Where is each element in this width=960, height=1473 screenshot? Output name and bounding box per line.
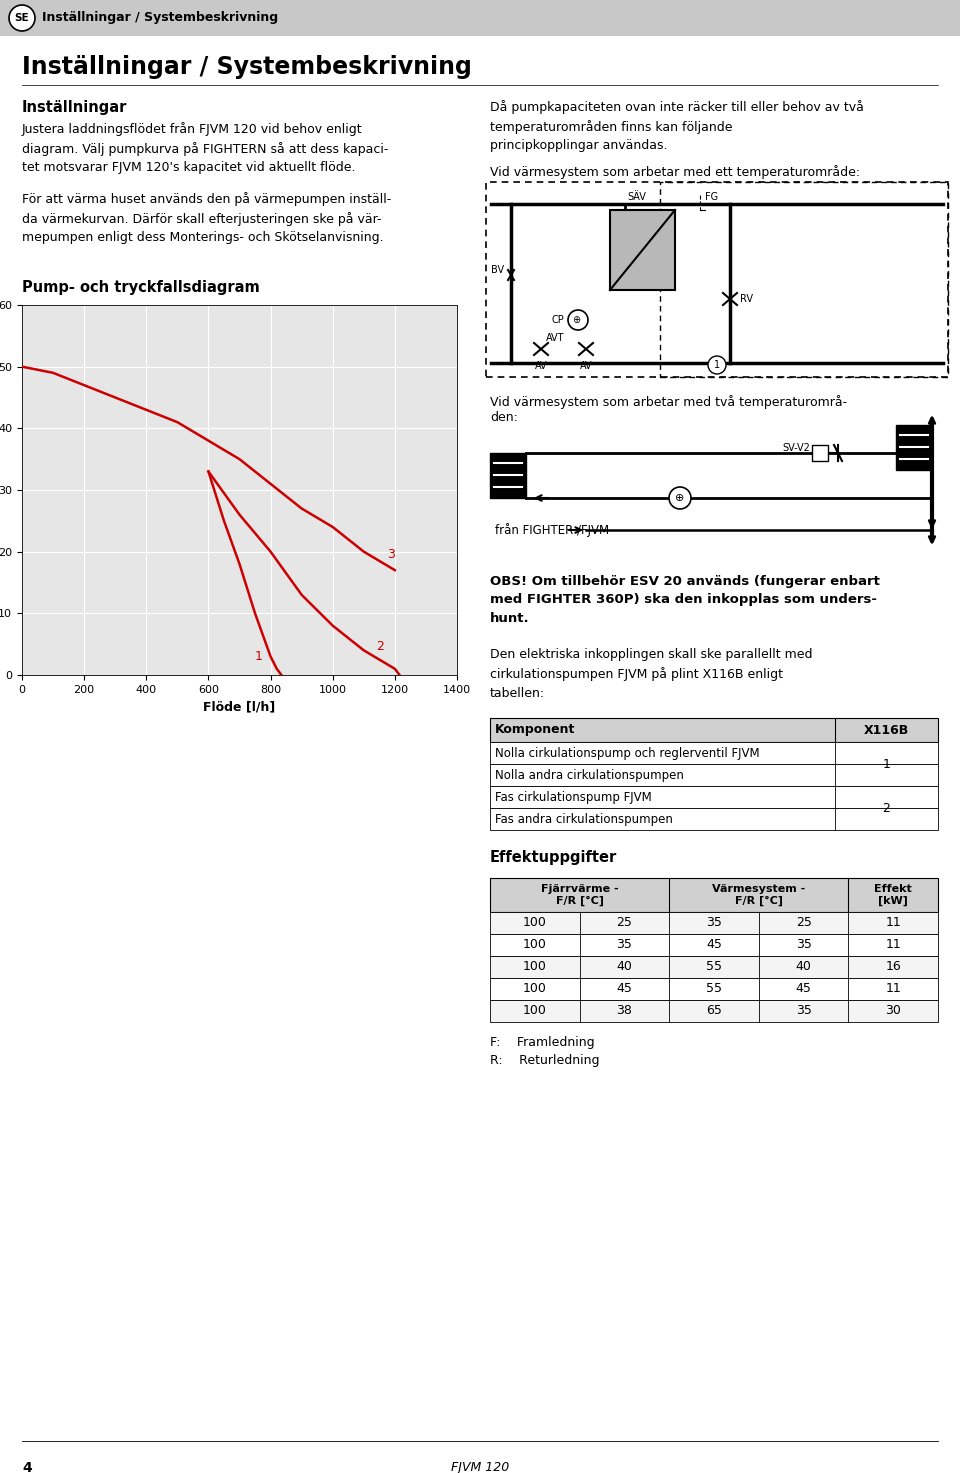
X-axis label: Flöde [l/h]: Flöde [l/h]	[204, 700, 276, 713]
Text: Fjärrvärme -
F/R [°C]: Fjärrvärme - F/R [°C]	[540, 884, 618, 906]
Bar	[490, 717, 938, 742]
Text: 45: 45	[706, 938, 722, 952]
Text: Värmesystem -
F/R [°C]: Värmesystem - F/R [°C]	[712, 884, 805, 906]
Bar	[486, 183, 948, 377]
Text: 100: 100	[523, 960, 547, 974]
Bar	[490, 934, 938, 956]
Text: 55: 55	[706, 982, 722, 996]
Text: 35: 35	[796, 938, 811, 952]
Text: 100: 100	[523, 982, 547, 996]
Text: 25: 25	[616, 916, 633, 929]
Bar	[490, 1000, 938, 1022]
Text: 1: 1	[882, 757, 891, 770]
Bar	[0, 0, 960, 35]
Text: 3: 3	[387, 548, 395, 561]
Text: 35: 35	[796, 1005, 811, 1018]
Text: Komponent: Komponent	[495, 723, 575, 736]
Text: För att värma huset används den på värmepumpen inställ-
da värmekurvan. Därför s: För att värma huset används den på värme…	[22, 191, 392, 245]
Text: 25: 25	[796, 916, 811, 929]
Text: 100: 100	[523, 1005, 547, 1018]
Bar	[490, 878, 938, 912]
Text: CP: CP	[551, 315, 564, 326]
Text: 1: 1	[714, 359, 720, 370]
Bar	[610, 211, 675, 290]
Text: ⊕: ⊕	[572, 315, 580, 326]
Bar	[490, 787, 938, 809]
Text: 1: 1	[255, 650, 263, 663]
Text: ⊕: ⊕	[675, 493, 684, 502]
Text: Inställningar: Inställningar	[22, 100, 128, 115]
Text: 30: 30	[885, 1005, 901, 1018]
Text: AV: AV	[535, 361, 547, 371]
Text: 11: 11	[885, 982, 901, 996]
Text: BV: BV	[491, 265, 504, 275]
Text: Inställningar / Systembeskrivning: Inställningar / Systembeskrivning	[42, 12, 278, 25]
Text: från FIGHTER /FJVM: från FIGHTER /FJVM	[495, 523, 610, 538]
Circle shape	[669, 488, 691, 510]
Text: 2: 2	[882, 801, 891, 815]
Text: Nolla andra cirkulationspumpen: Nolla andra cirkulationspumpen	[495, 769, 684, 782]
Bar	[660, 183, 948, 377]
Text: F:  Framledning: F: Framledning	[490, 1036, 594, 1049]
Text: 2: 2	[376, 641, 384, 654]
Text: 11: 11	[885, 916, 901, 929]
Text: FJVM 120: FJVM 120	[451, 1461, 509, 1473]
Text: X116B: X116B	[864, 723, 909, 736]
Text: Justera laddningsflödet från FJVM 120 vid behov enligt
diagram. Välj pumpkurva p: Justera laddningsflödet från FJVM 120 vi…	[22, 122, 389, 174]
Text: 11: 11	[885, 938, 901, 952]
Text: Vid värmesystem som arbetar med ett temperaturområde:: Vid värmesystem som arbetar med ett temp…	[490, 165, 860, 178]
Text: R:  Returledning: R: Returledning	[490, 1055, 599, 1066]
Text: 40: 40	[796, 960, 811, 974]
Text: FG: FG	[705, 191, 718, 202]
Circle shape	[9, 4, 35, 31]
Text: Den elektriska inkopplingen skall ske parallellt med
cirkulationspumpen FJVM på : Den elektriska inkopplingen skall ske pa…	[490, 648, 812, 700]
Text: 55: 55	[706, 960, 722, 974]
Text: Fas andra cirkulationspumpen: Fas andra cirkulationspumpen	[495, 813, 673, 825]
Text: SÄV: SÄV	[627, 191, 646, 202]
Bar	[812, 445, 828, 461]
Bar	[490, 809, 938, 829]
Text: 35: 35	[706, 916, 722, 929]
Text: SE: SE	[14, 13, 30, 24]
Text: 40: 40	[616, 960, 633, 974]
Bar	[896, 426, 932, 470]
Text: Inställningar / Systembeskrivning: Inställningar / Systembeskrivning	[22, 55, 472, 80]
Text: 4: 4	[22, 1461, 32, 1473]
Text: Effektuppgifter: Effektuppgifter	[490, 850, 617, 865]
Circle shape	[708, 356, 726, 374]
Text: Effekt
[kW]: Effekt [kW]	[875, 884, 912, 906]
Bar	[490, 912, 938, 934]
Bar	[490, 764, 938, 787]
Text: Vid värmesystem som arbetar med två temperaturområ-: Vid värmesystem som arbetar med två temp…	[490, 395, 847, 409]
Text: den:: den:	[490, 411, 517, 424]
Text: 45: 45	[796, 982, 811, 996]
Text: 45: 45	[616, 982, 633, 996]
Text: 100: 100	[523, 938, 547, 952]
Text: AVT: AVT	[545, 333, 564, 343]
Bar	[490, 978, 938, 1000]
Text: Nolla cirkulationspump och reglerventil FJVM: Nolla cirkulationspump och reglerventil …	[495, 747, 759, 760]
Text: RV: RV	[740, 295, 753, 303]
Text: OBS! Om tillbehör ESV 20 används (fungerar enbart
med FIGHTER 360P) ska den inko: OBS! Om tillbehör ESV 20 används (funger…	[490, 574, 880, 625]
Text: Fas cirkulationspump FJVM: Fas cirkulationspump FJVM	[495, 791, 652, 803]
Bar	[490, 956, 938, 978]
Text: 16: 16	[885, 960, 901, 974]
Text: 100: 100	[523, 916, 547, 929]
Text: Pump- och tryckfallsdiagram: Pump- och tryckfallsdiagram	[22, 280, 260, 295]
Text: AV: AV	[580, 361, 592, 371]
Bar	[490, 454, 526, 498]
Text: SV-V2: SV-V2	[782, 443, 810, 454]
Text: 65: 65	[706, 1005, 722, 1018]
Text: 38: 38	[616, 1005, 633, 1018]
Bar	[490, 742, 938, 764]
Text: Då pumpkapaciteten ovan inte räcker till eller behov av två
temperaturområden fi: Då pumpkapaciteten ovan inte räcker till…	[490, 100, 864, 153]
Circle shape	[568, 309, 588, 330]
Text: 35: 35	[616, 938, 633, 952]
